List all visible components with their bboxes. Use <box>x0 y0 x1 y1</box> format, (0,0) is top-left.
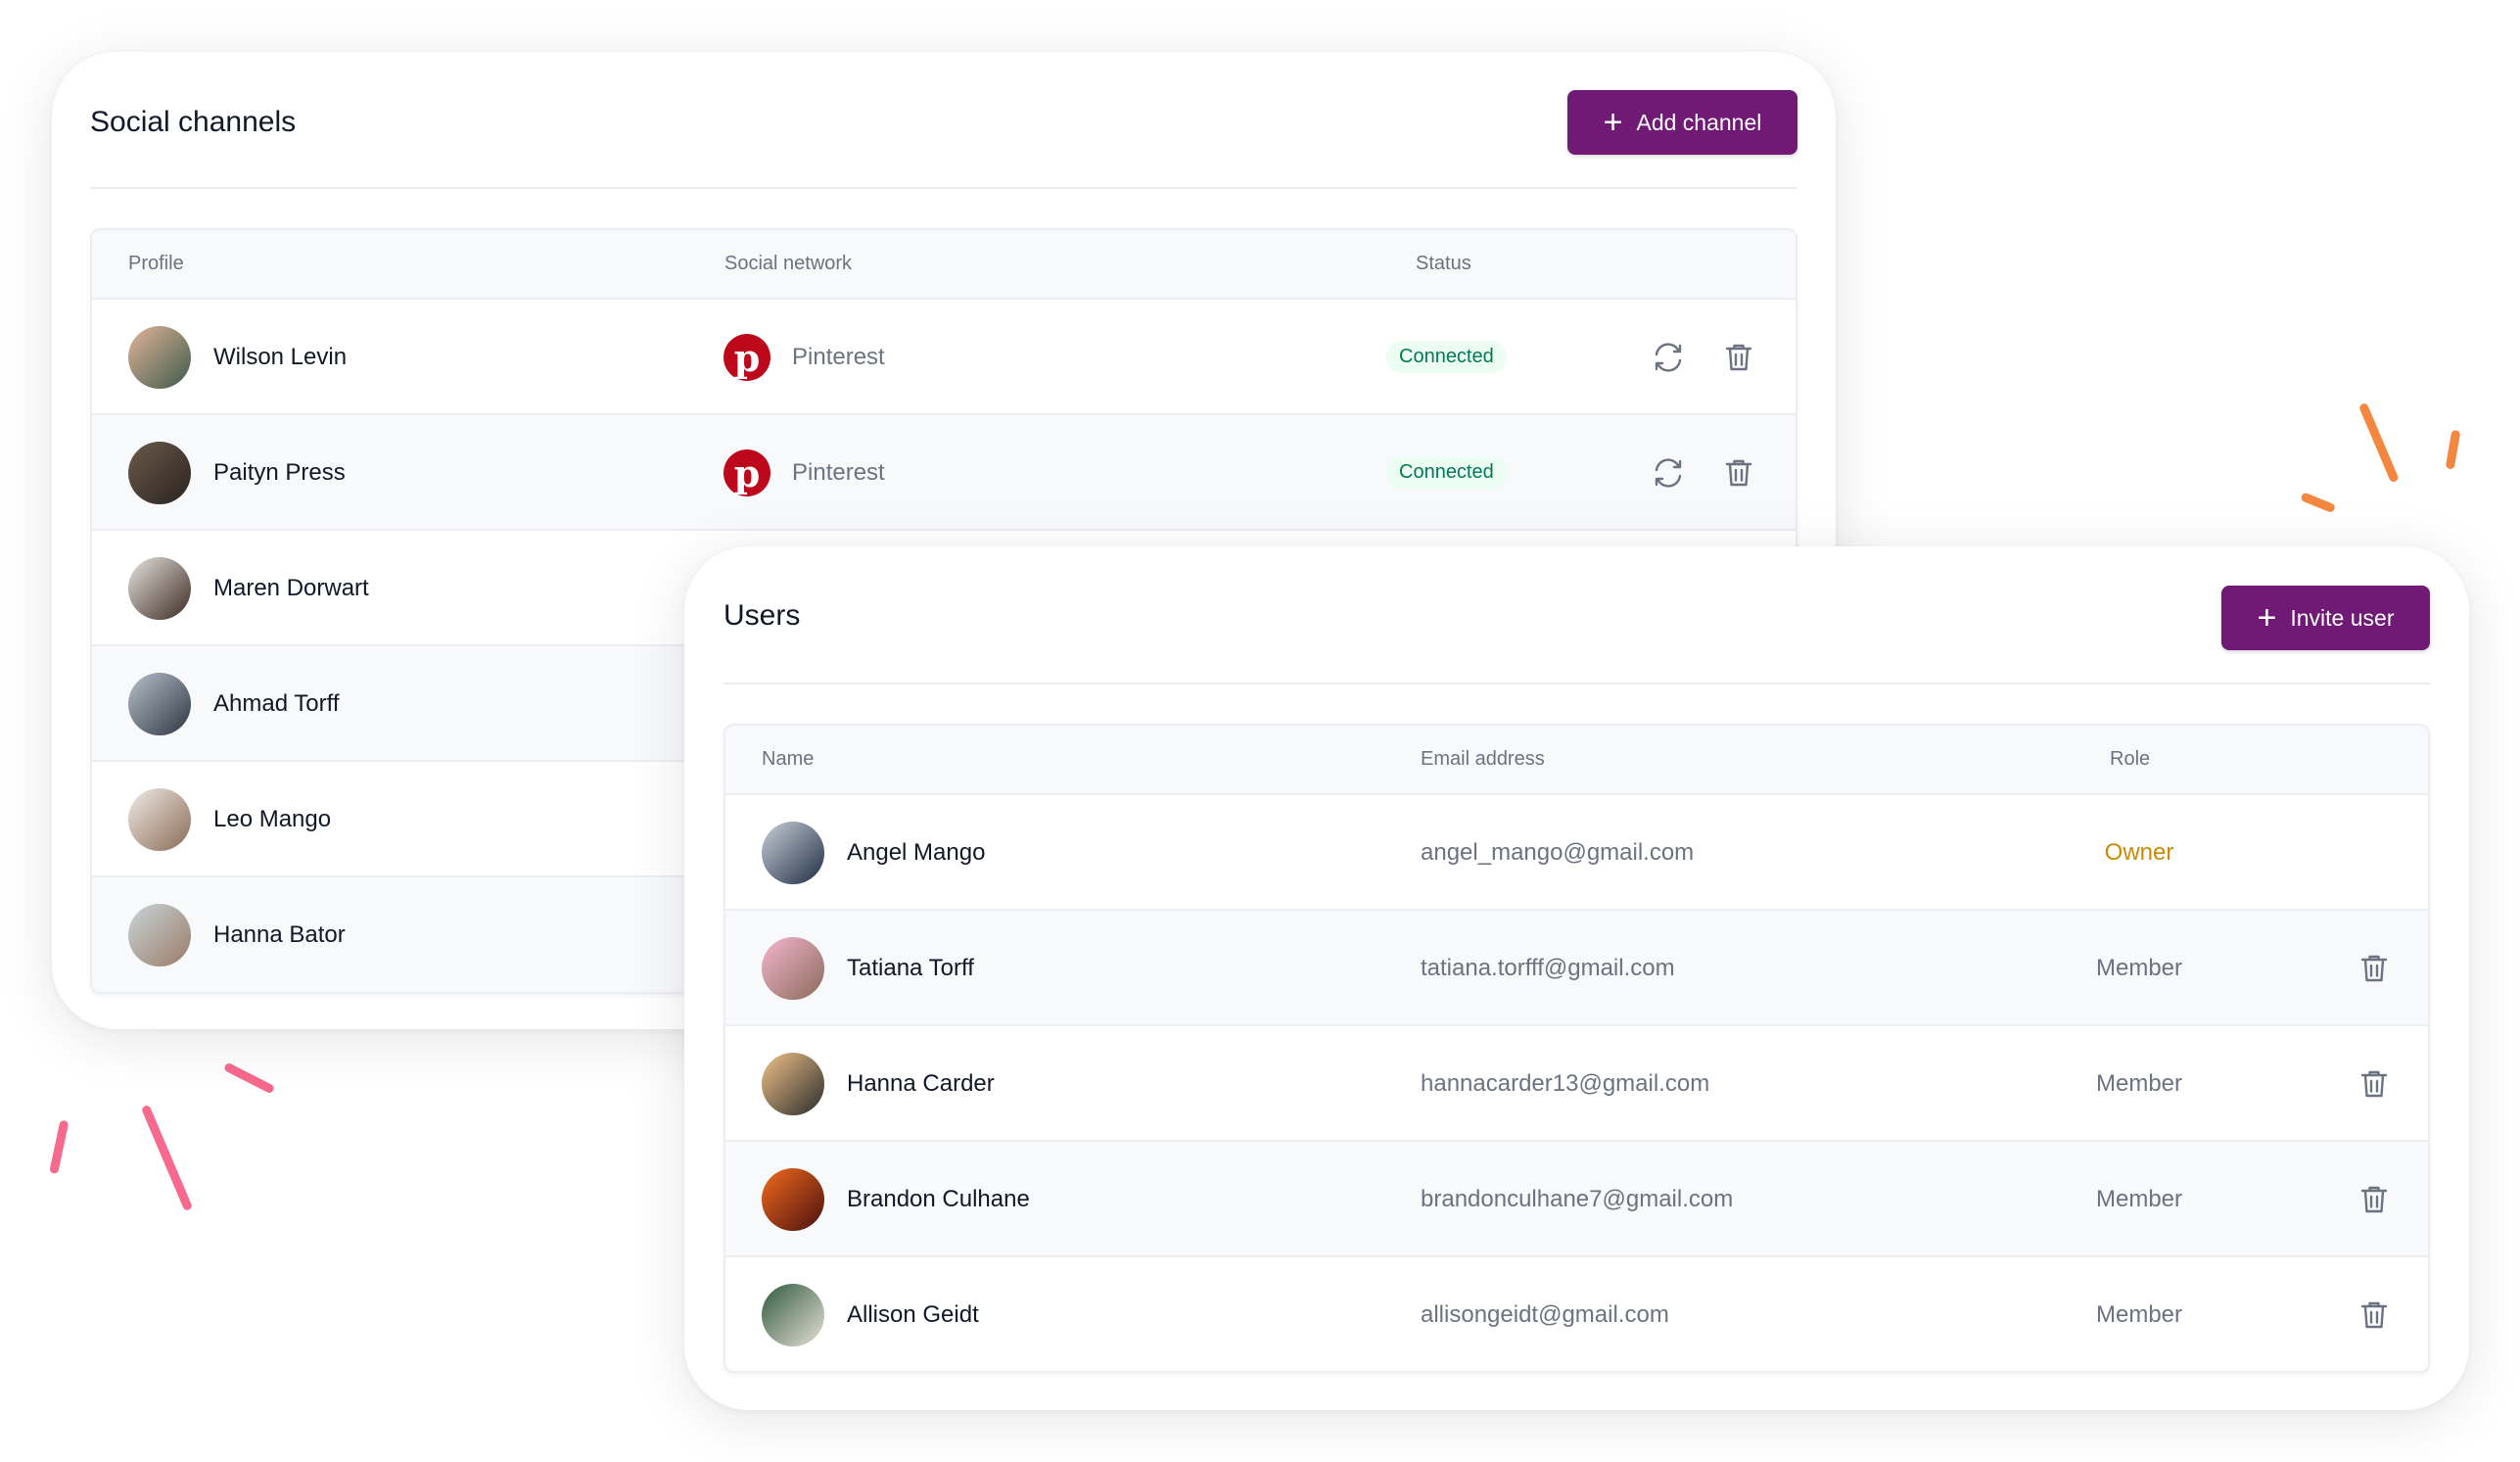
trash-icon[interactable] <box>2357 1297 2392 1333</box>
avatar <box>128 673 191 735</box>
plus-icon: + <box>2257 599 2277 637</box>
decor-stroke <box>2357 401 2400 484</box>
table-row: Angel Mango angel_mango@gmail.com Owner <box>725 795 2428 911</box>
profile-name: Ahmad Torff <box>213 690 340 717</box>
decor-stroke <box>222 1061 276 1095</box>
add-channel-button[interactable]: + Add channel <box>1567 90 1797 155</box>
user-role: Member <box>2095 1301 2183 1328</box>
trash-icon[interactable] <box>2357 1182 2392 1217</box>
network-name: Pinterest <box>792 344 885 370</box>
avatar <box>128 788 191 851</box>
user-email: allisongeidt@gmail.com <box>1421 1301 1669 1328</box>
trash-icon[interactable] <box>2357 951 2392 986</box>
pinterest-icon: p <box>723 334 770 381</box>
trash-icon[interactable] <box>2357 1066 2392 1102</box>
avatar <box>128 326 191 389</box>
column-header-status: Status <box>1416 253 1471 274</box>
users-card: Users + Invite user Name Email address R… <box>684 546 2469 1410</box>
user-role: Member <box>2095 1186 2183 1212</box>
table-row: Brandon Culhane brandonculhane7@gmail.co… <box>725 1142 2428 1257</box>
invite-user-button[interactable]: + Invite user <box>2221 586 2430 650</box>
invite-user-label: Invite user <box>2290 604 2395 631</box>
add-channel-label: Add channel <box>1636 109 1762 135</box>
user-role: Member <box>2095 1070 2183 1097</box>
card-title: Social channels <box>90 106 297 138</box>
column-header-network: Social network <box>724 253 853 274</box>
user-role: Owner <box>2104 839 2174 866</box>
plus-icon: + <box>1603 104 1623 141</box>
pinterest-icon: p <box>723 449 770 496</box>
column-header-email: Email address <box>1421 748 1545 770</box>
column-header-name: Name <box>762 748 815 770</box>
user-email: hannacarder13@gmail.com <box>1421 1070 1710 1097</box>
user-email: angel_mango@gmail.com <box>1421 839 1695 866</box>
profile-name: Leo Mango <box>213 806 332 832</box>
divider <box>90 187 1797 189</box>
status-badge: Connected <box>1386 341 1507 373</box>
users-table: Name Email address Role Angel Mango ange… <box>723 724 2430 1373</box>
table-header: Profile Social network Status <box>92 230 1796 300</box>
status-badge: Connected <box>1386 456 1507 489</box>
avatar <box>762 937 824 1000</box>
network-name: Pinterest <box>792 459 885 486</box>
user-email: tatiana.torfff@gmail.com <box>1421 955 1675 981</box>
table-header: Name Email address Role <box>725 726 2428 795</box>
table-row: Tatiana Torff tatiana.torfff@gmail.com M… <box>725 911 2428 1026</box>
user-name: Hanna Carder <box>847 1070 995 1097</box>
user-name: Allison Geidt <box>847 1301 979 1328</box>
decor-stroke <box>140 1104 194 1212</box>
trash-icon[interactable] <box>1721 340 1756 375</box>
column-header-role: Role <box>2110 748 2151 770</box>
divider <box>723 683 2430 684</box>
user-email: brandonculhane7@gmail.com <box>1421 1186 1734 1212</box>
profile-name: Maren Dorwart <box>213 575 369 601</box>
user-name: Tatiana Torff <box>847 955 974 981</box>
avatar <box>128 904 191 967</box>
avatar <box>128 557 191 620</box>
avatar <box>762 1168 824 1231</box>
decor-stroke <box>2445 429 2461 470</box>
trash-icon[interactable] <box>1721 455 1756 491</box>
decor-stroke <box>2300 492 2337 514</box>
profile-name: Hanna Bator <box>213 921 346 948</box>
refresh-icon[interactable] <box>1651 455 1686 491</box>
table-row: Hanna Carder hannacarder13@gmail.com Mem… <box>725 1026 2428 1142</box>
card-title: Users <box>723 599 801 632</box>
profile-name: Wilson Levin <box>213 344 348 370</box>
column-header-profile: Profile <box>128 253 184 274</box>
user-name: Brandon Culhane <box>847 1186 1030 1212</box>
table-row: Paityn Press p Pinterest Connected <box>92 415 1796 531</box>
avatar <box>762 1053 824 1115</box>
user-role: Member <box>2095 955 2183 981</box>
user-name: Angel Mango <box>847 839 986 866</box>
table-row: Allison Geidt allisongeidt@gmail.com Mem… <box>725 1257 2428 1371</box>
table-row: Wilson Levin p Pinterest Connected <box>92 300 1796 415</box>
avatar <box>762 822 824 884</box>
avatar <box>128 442 191 504</box>
avatar <box>762 1284 824 1346</box>
refresh-icon[interactable] <box>1651 340 1686 375</box>
profile-name: Paityn Press <box>213 459 346 486</box>
decor-stroke <box>49 1119 70 1175</box>
